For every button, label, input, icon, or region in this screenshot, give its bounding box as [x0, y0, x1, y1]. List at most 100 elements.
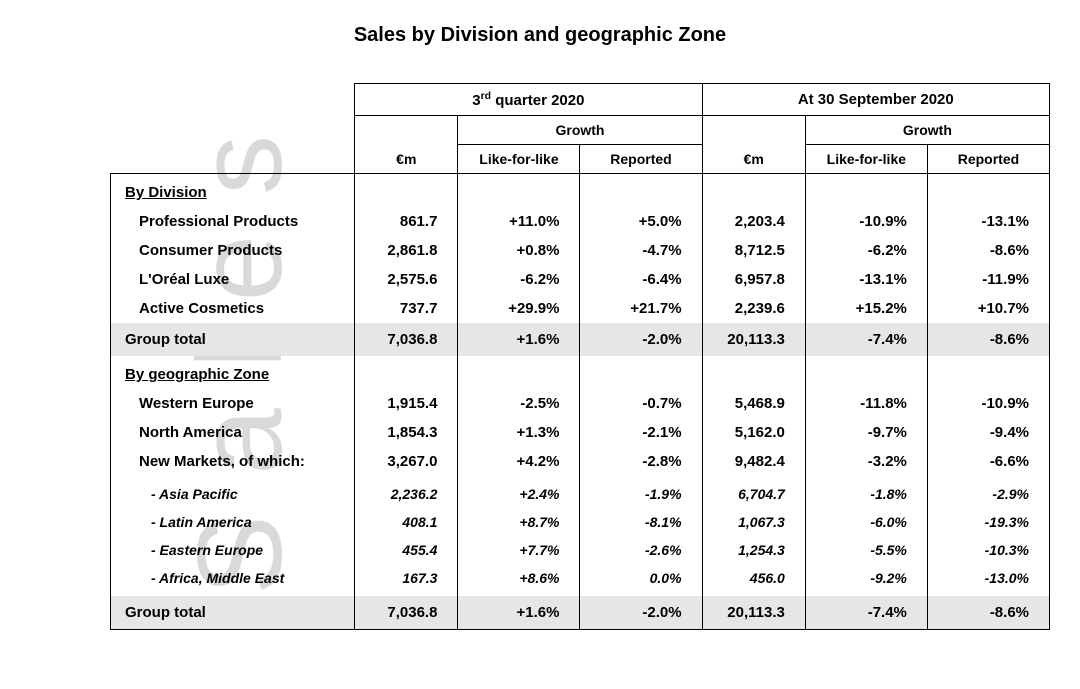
cell-q3-eur: 2,236.2	[355, 480, 458, 508]
cell-ytd-lfl: -7.4%	[805, 323, 927, 356]
col-q3-reported: Reported	[580, 145, 702, 174]
row-label: - Eastern Europe	[111, 536, 355, 564]
cell-ytd-lfl: -10.9%	[805, 207, 927, 236]
header-ytd: At 30 September 2020	[702, 84, 1049, 116]
cell-q3-lfl: +1.6%	[458, 596, 580, 630]
cell-ytd-lfl: -6.0%	[805, 508, 927, 536]
cell-ytd-eur: 1,254.3	[702, 536, 805, 564]
cell-q3-eur: 2,575.6	[355, 265, 458, 294]
cell-q3-lfl: +8.7%	[458, 508, 580, 536]
table-row: L'Oréal Luxe 2,575.6 -6.2% -6.4% 6,957.8…	[111, 265, 1050, 294]
cell-ytd-eur: 6,704.7	[702, 480, 805, 508]
cell-q3-lfl: +4.2%	[458, 447, 580, 476]
cell-ytd-eur: 5,162.0	[702, 418, 805, 447]
page-title: Sales by Division and geographic Zone	[0, 0, 1080, 83]
cell-ytd-rep: -8.6%	[927, 236, 1049, 265]
row-label: Western Europe	[111, 389, 355, 418]
total-label: Group total	[111, 323, 355, 356]
cell-q3-lfl: +1.6%	[458, 323, 580, 356]
cell-ytd-lfl: -7.4%	[805, 596, 927, 630]
row-label: - Latin America	[111, 508, 355, 536]
cell-q3-rep: +21.7%	[580, 294, 702, 323]
cell-q3-rep: -6.4%	[580, 265, 702, 294]
cell-q3-rep: +5.0%	[580, 207, 702, 236]
cell-q3-lfl: -6.2%	[458, 265, 580, 294]
cell-ytd-eur: 2,203.4	[702, 207, 805, 236]
section-label: By geographic Zone	[111, 356, 355, 389]
cell-ytd-eur: 20,113.3	[702, 323, 805, 356]
table-sub-row: - Asia Pacific 2,236.2 +2.4% -1.9% 6,704…	[111, 480, 1050, 508]
cell-ytd-lfl: -1.8%	[805, 480, 927, 508]
cell-q3-rep: -2.6%	[580, 536, 702, 564]
section-by-zone: By geographic Zone	[111, 356, 1050, 389]
cell-ytd-rep: -13.1%	[927, 207, 1049, 236]
cell-ytd-eur: 9,482.4	[702, 447, 805, 476]
cell-ytd-rep: -8.6%	[927, 323, 1049, 356]
cell-ytd-eur: 1,067.3	[702, 508, 805, 536]
cell-q3-eur: 2,861.8	[355, 236, 458, 265]
cell-q3-eur: 1,915.4	[355, 389, 458, 418]
row-label: Consumer Products	[111, 236, 355, 265]
sales-table: 3rd quarter 2020 At 30 September 2020 €m…	[110, 83, 1050, 630]
col-ytd-growth: Growth	[805, 116, 1049, 145]
row-label: Active Cosmetics	[111, 294, 355, 323]
cell-ytd-lfl: -11.8%	[805, 389, 927, 418]
cell-ytd-rep: -6.6%	[927, 447, 1049, 476]
cell-q3-rep: -2.1%	[580, 418, 702, 447]
cell-ytd-rep: -10.9%	[927, 389, 1049, 418]
section-by-division: By Division	[111, 174, 1050, 208]
col-q3-growth: Growth	[458, 116, 702, 145]
table-row: North America 1,854.3 +1.3% -2.1% 5,162.…	[111, 418, 1050, 447]
col-q3-euro: €m	[355, 116, 458, 174]
cell-q3-eur: 7,036.8	[355, 596, 458, 630]
cell-q3-rep: -2.0%	[580, 323, 702, 356]
cell-q3-lfl: -2.5%	[458, 389, 580, 418]
table-row: New Markets, of which: 3,267.0 +4.2% -2.…	[111, 447, 1050, 476]
cell-ytd-eur: 8,712.5	[702, 236, 805, 265]
cell-q3-eur: 861.7	[355, 207, 458, 236]
cell-q3-rep: -0.7%	[580, 389, 702, 418]
table-row: Professional Products 861.7 +11.0% +5.0%…	[111, 207, 1050, 236]
cell-ytd-rep: -19.3%	[927, 508, 1049, 536]
cell-q3-rep: -4.7%	[580, 236, 702, 265]
table-row: Consumer Products 2,861.8 +0.8% -4.7% 8,…	[111, 236, 1050, 265]
cell-ytd-lfl: -9.7%	[805, 418, 927, 447]
section-label: By Division	[111, 174, 355, 208]
col-ytd-lfl: Like-for-like	[805, 145, 927, 174]
col-q3-lfl: Like-for-like	[458, 145, 580, 174]
division-total-row: Group total 7,036.8 +1.6% -2.0% 20,113.3…	[111, 323, 1050, 356]
cell-ytd-lfl: -3.2%	[805, 447, 927, 476]
cell-q3-eur: 1,854.3	[355, 418, 458, 447]
row-label: - Africa, Middle East	[111, 564, 355, 592]
cell-ytd-lfl: -5.5%	[805, 536, 927, 564]
row-label: New Markets, of which:	[111, 447, 355, 476]
cell-ytd-rep: -2.9%	[927, 480, 1049, 508]
cell-q3-eur: 167.3	[355, 564, 458, 592]
cell-q3-eur: 7,036.8	[355, 323, 458, 356]
cell-q3-rep: -8.1%	[580, 508, 702, 536]
cell-q3-lfl: +7.7%	[458, 536, 580, 564]
table-sub-row: - Africa, Middle East 167.3 +8.6% 0.0% 4…	[111, 564, 1050, 592]
cell-ytd-rep: -8.6%	[927, 596, 1049, 630]
row-label: Professional Products	[111, 207, 355, 236]
header-q3: 3rd quarter 2020	[355, 84, 702, 116]
cell-ytd-rep: -9.4%	[927, 418, 1049, 447]
cell-q3-eur: 408.1	[355, 508, 458, 536]
cell-q3-rep: -2.8%	[580, 447, 702, 476]
table-sub-row: - Eastern Europe 455.4 +7.7% -2.6% 1,254…	[111, 536, 1050, 564]
cell-ytd-rep: -10.3%	[927, 536, 1049, 564]
row-label: North America	[111, 418, 355, 447]
row-label: - Asia Pacific	[111, 480, 355, 508]
cell-q3-eur: 455.4	[355, 536, 458, 564]
zone-total-row: Group total 7,036.8 +1.6% -2.0% 20,113.3…	[111, 596, 1050, 630]
cell-q3-eur: 737.7	[355, 294, 458, 323]
cell-q3-lfl: +11.0%	[458, 207, 580, 236]
cell-q3-lfl: +8.6%	[458, 564, 580, 592]
cell-ytd-eur: 20,113.3	[702, 596, 805, 630]
cell-q3-lfl: +2.4%	[458, 480, 580, 508]
cell-ytd-eur: 5,468.9	[702, 389, 805, 418]
col-ytd-reported: Reported	[927, 145, 1049, 174]
sales-table-container: 3rd quarter 2020 At 30 September 2020 €m…	[110, 83, 1050, 630]
cell-ytd-lfl: +15.2%	[805, 294, 927, 323]
table-sub-row: - Latin America 408.1 +8.7% -8.1% 1,067.…	[111, 508, 1050, 536]
